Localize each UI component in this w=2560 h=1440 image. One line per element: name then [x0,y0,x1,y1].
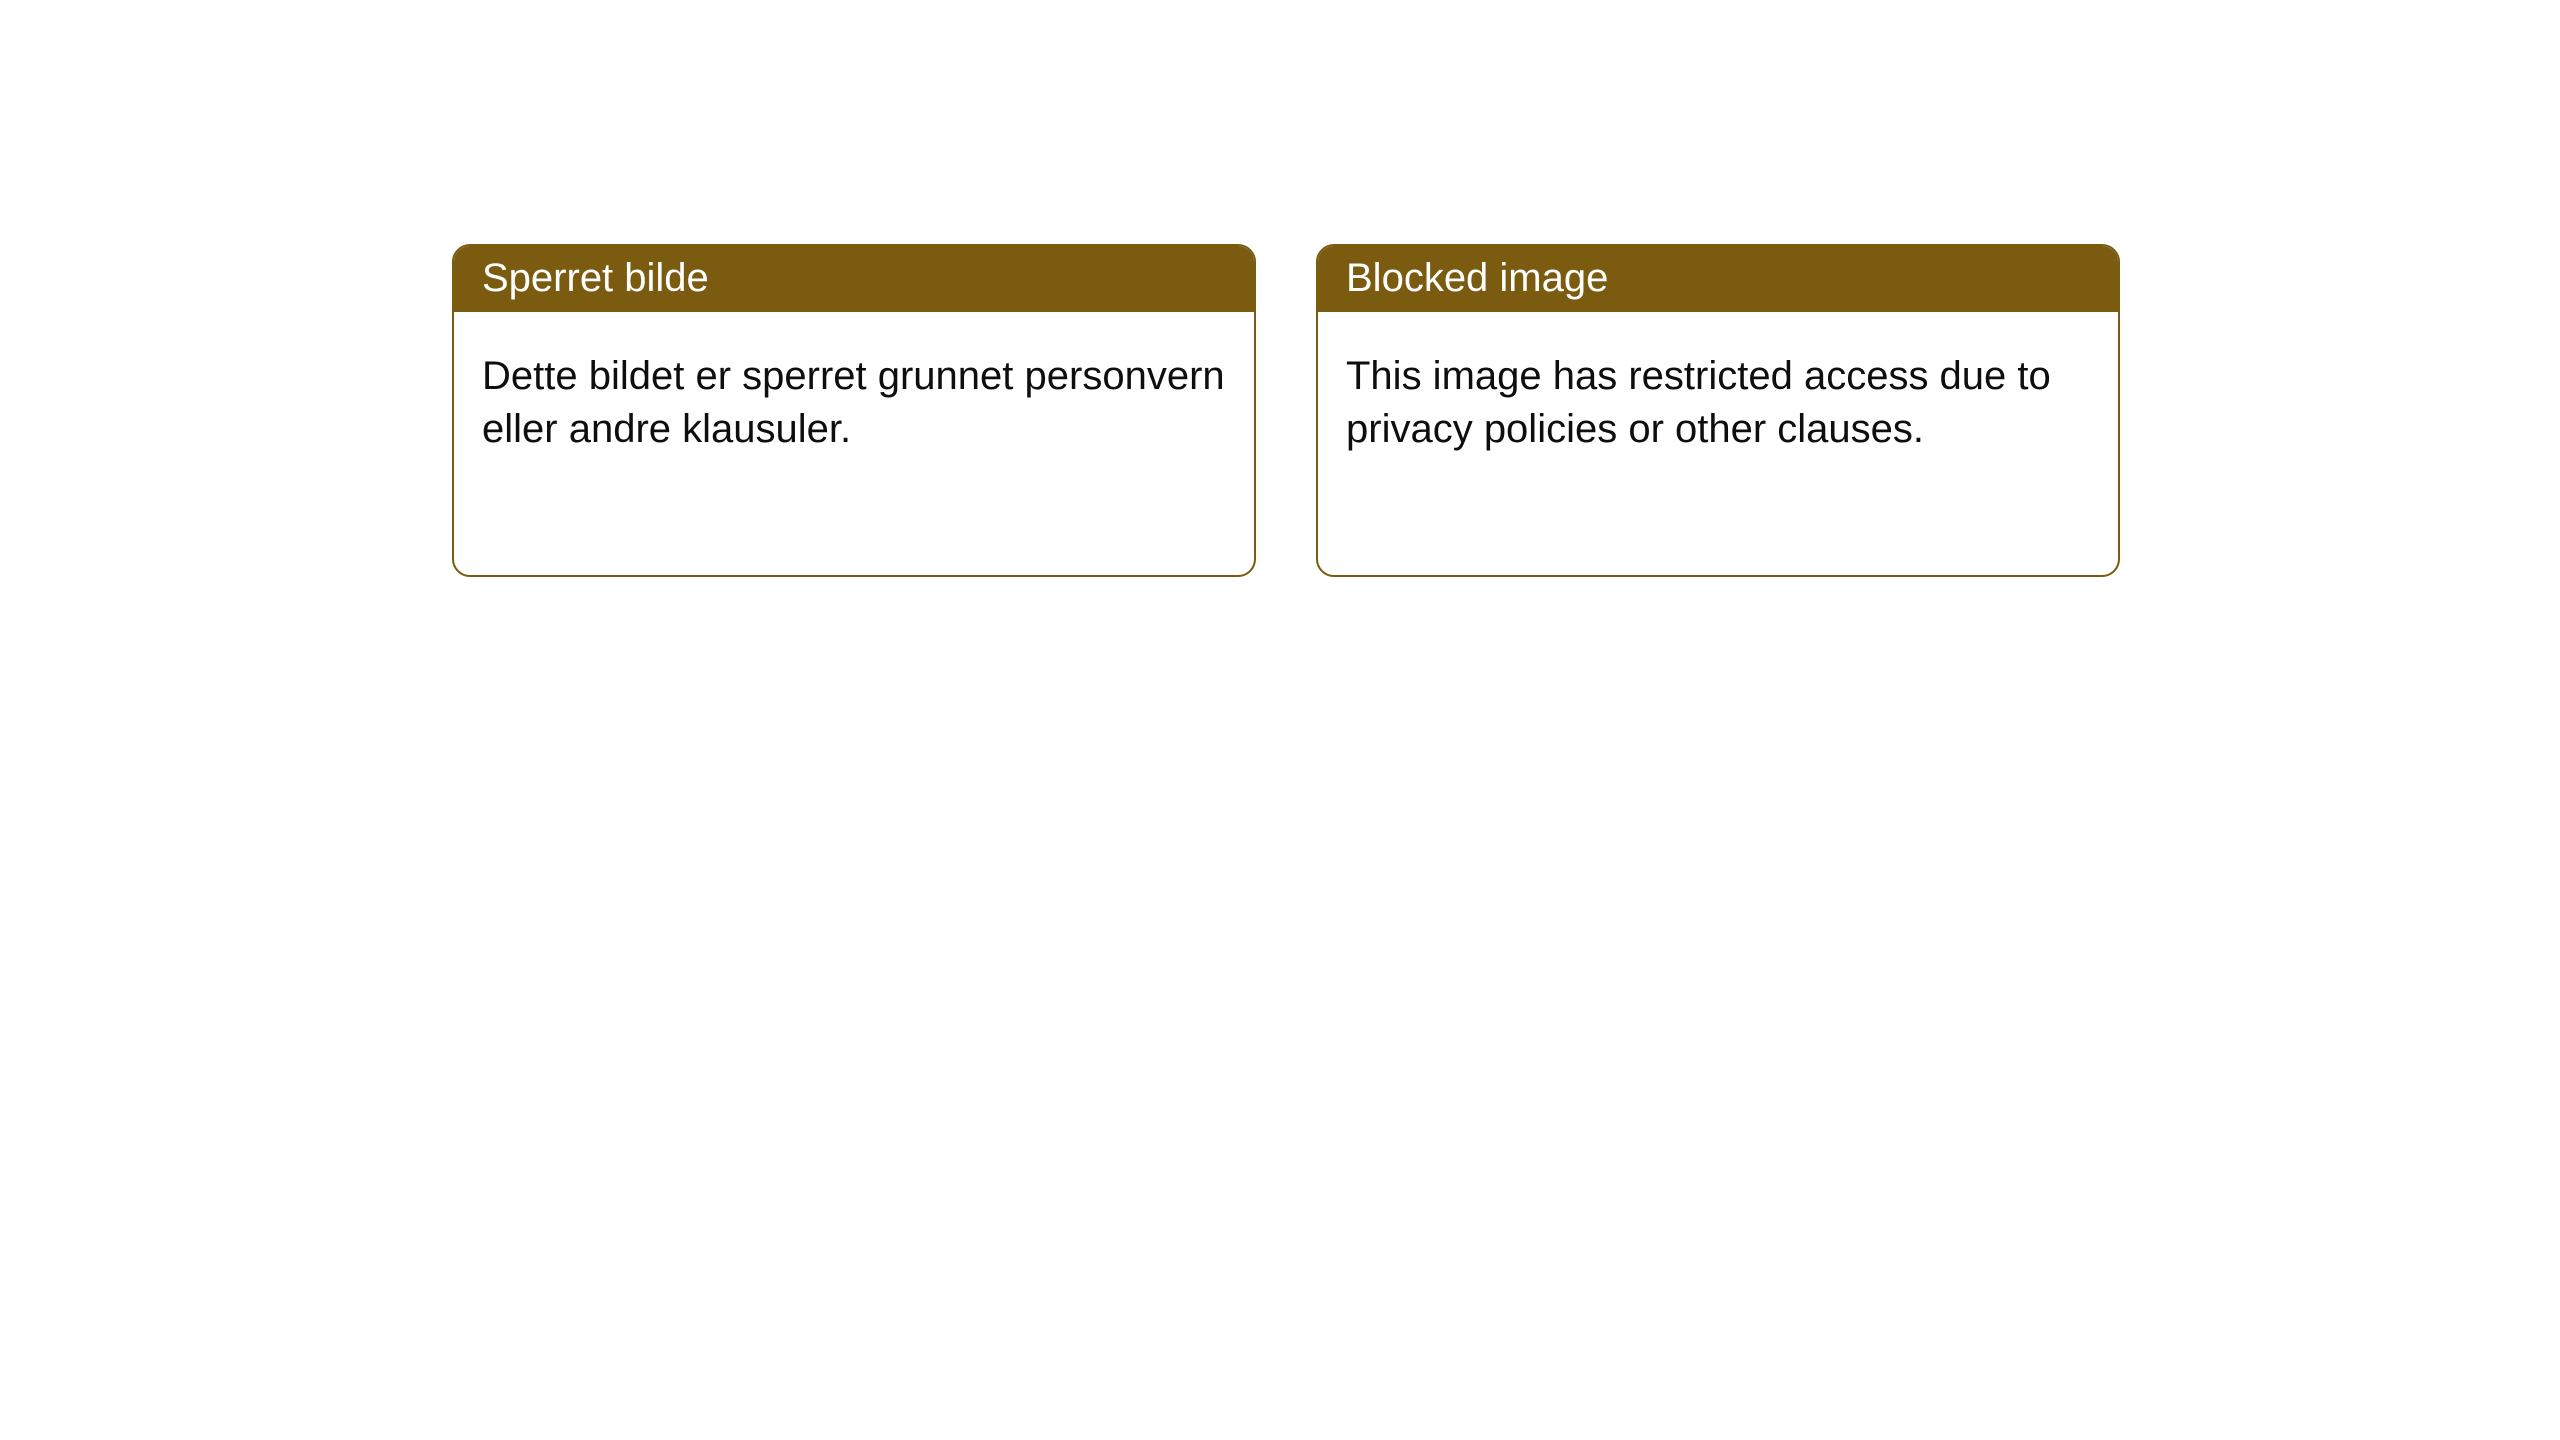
notice-card-english: Blocked image This image has restricted … [1316,244,2120,577]
notice-card-body: Dette bildet er sperret grunnet personve… [454,312,1254,484]
notice-container: Sperret bilde Dette bildet er sperret gr… [0,0,2560,577]
notice-card-title: Blocked image [1318,246,2118,312]
notice-card-body: This image has restricted access due to … [1318,312,2118,484]
notice-card-title: Sperret bilde [454,246,1254,312]
notice-card-norwegian: Sperret bilde Dette bildet er sperret gr… [452,244,1256,577]
